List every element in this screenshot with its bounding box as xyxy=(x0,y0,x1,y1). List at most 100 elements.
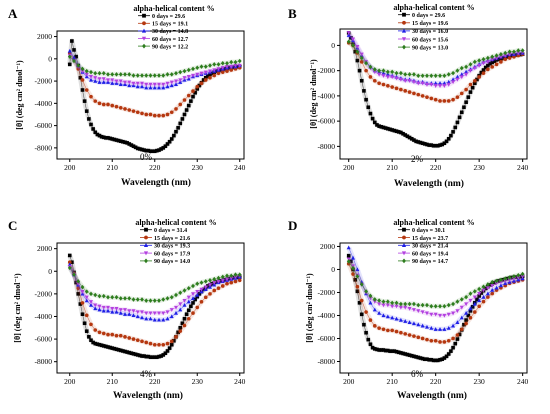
data-point xyxy=(155,148,159,153)
data-point xyxy=(199,287,204,292)
data-point xyxy=(112,346,117,351)
data-point xyxy=(412,301,416,307)
data-point xyxy=(174,129,178,134)
x-axis-label: Wavelength (nm) xyxy=(394,178,464,189)
data-point xyxy=(140,84,144,89)
data-point xyxy=(446,312,451,317)
data-point xyxy=(208,69,212,74)
data-point xyxy=(237,58,242,64)
data-point xyxy=(403,89,408,93)
x-tick-label: 220 xyxy=(149,377,161,386)
data-point xyxy=(165,81,170,86)
data-point xyxy=(433,312,438,317)
data-point xyxy=(229,276,234,281)
data-point xyxy=(442,356,447,360)
data-point xyxy=(455,95,460,99)
data-point xyxy=(398,317,403,322)
data-point xyxy=(216,279,221,284)
legend-marker xyxy=(402,20,406,25)
data-point xyxy=(212,62,217,67)
legend-entry: 30 days = 21.4 xyxy=(412,244,448,250)
data-point xyxy=(485,55,490,61)
data-point xyxy=(108,136,112,141)
data-point xyxy=(72,48,76,52)
data-point xyxy=(372,347,377,351)
data-point xyxy=(84,88,89,92)
data-point xyxy=(412,91,416,96)
data-point xyxy=(372,300,377,304)
data-point xyxy=(481,294,486,299)
data-point xyxy=(212,73,217,78)
legend-marker xyxy=(402,227,406,232)
data-point xyxy=(364,97,368,102)
data-point xyxy=(152,355,157,359)
series-2 xyxy=(346,40,525,104)
data-point xyxy=(140,297,144,302)
data-point xyxy=(106,78,110,83)
data-point xyxy=(424,324,429,329)
data-point xyxy=(203,78,208,82)
y-tick-label: -8000 xyxy=(318,357,336,366)
data-point xyxy=(481,57,486,62)
data-point xyxy=(133,352,138,357)
data-point xyxy=(496,279,501,283)
data-point xyxy=(89,338,93,343)
data-point xyxy=(381,82,386,87)
legend-entry: 0 days = 29.6 xyxy=(412,13,445,19)
y-tick-label: 0 xyxy=(48,54,52,63)
data-point xyxy=(186,93,191,98)
data-point xyxy=(127,309,132,313)
data-point xyxy=(80,289,85,294)
data-point xyxy=(225,64,229,69)
data-point xyxy=(416,335,421,340)
data-point xyxy=(110,309,115,314)
data-point xyxy=(399,351,403,355)
data-point xyxy=(123,296,127,301)
data-point xyxy=(364,289,368,294)
data-point xyxy=(89,300,93,304)
data-point xyxy=(157,342,161,347)
data-point xyxy=(451,130,455,134)
data-point xyxy=(425,142,429,147)
data-point xyxy=(161,297,166,302)
data-point xyxy=(148,85,153,90)
data-point xyxy=(72,58,76,64)
data-point xyxy=(161,317,166,322)
data-point xyxy=(76,279,81,284)
data-point xyxy=(148,316,153,321)
series-1 xyxy=(67,38,242,154)
data-point xyxy=(186,316,191,321)
legend-marker xyxy=(401,37,407,42)
data-point xyxy=(494,62,499,67)
data-point xyxy=(438,340,442,344)
data-point xyxy=(516,48,521,53)
y-tick-label: -8000 xyxy=(35,357,53,366)
data-point xyxy=(157,85,161,90)
data-point xyxy=(144,311,149,316)
data-point xyxy=(451,77,456,82)
data-point xyxy=(212,288,217,293)
data-point xyxy=(131,73,136,78)
data-point xyxy=(144,340,149,345)
data-point xyxy=(498,283,503,288)
data-point xyxy=(390,300,395,306)
data-point xyxy=(451,323,456,328)
data-point xyxy=(208,75,212,80)
data-point xyxy=(93,78,98,83)
data-point xyxy=(425,337,429,342)
data-point xyxy=(359,312,364,317)
data-point xyxy=(383,348,388,353)
data-point xyxy=(383,126,388,130)
data-point xyxy=(152,85,157,90)
data-point xyxy=(390,304,395,309)
data-point xyxy=(89,77,93,82)
data-point xyxy=(82,99,87,103)
data-point xyxy=(494,281,499,286)
data-point xyxy=(231,65,236,70)
data-point xyxy=(146,148,151,153)
data-point xyxy=(394,76,399,81)
series-5 xyxy=(67,265,242,304)
data-point xyxy=(165,310,170,315)
legend-entry: 60 days = 19.4 xyxy=(412,251,448,257)
data-point xyxy=(193,297,197,302)
